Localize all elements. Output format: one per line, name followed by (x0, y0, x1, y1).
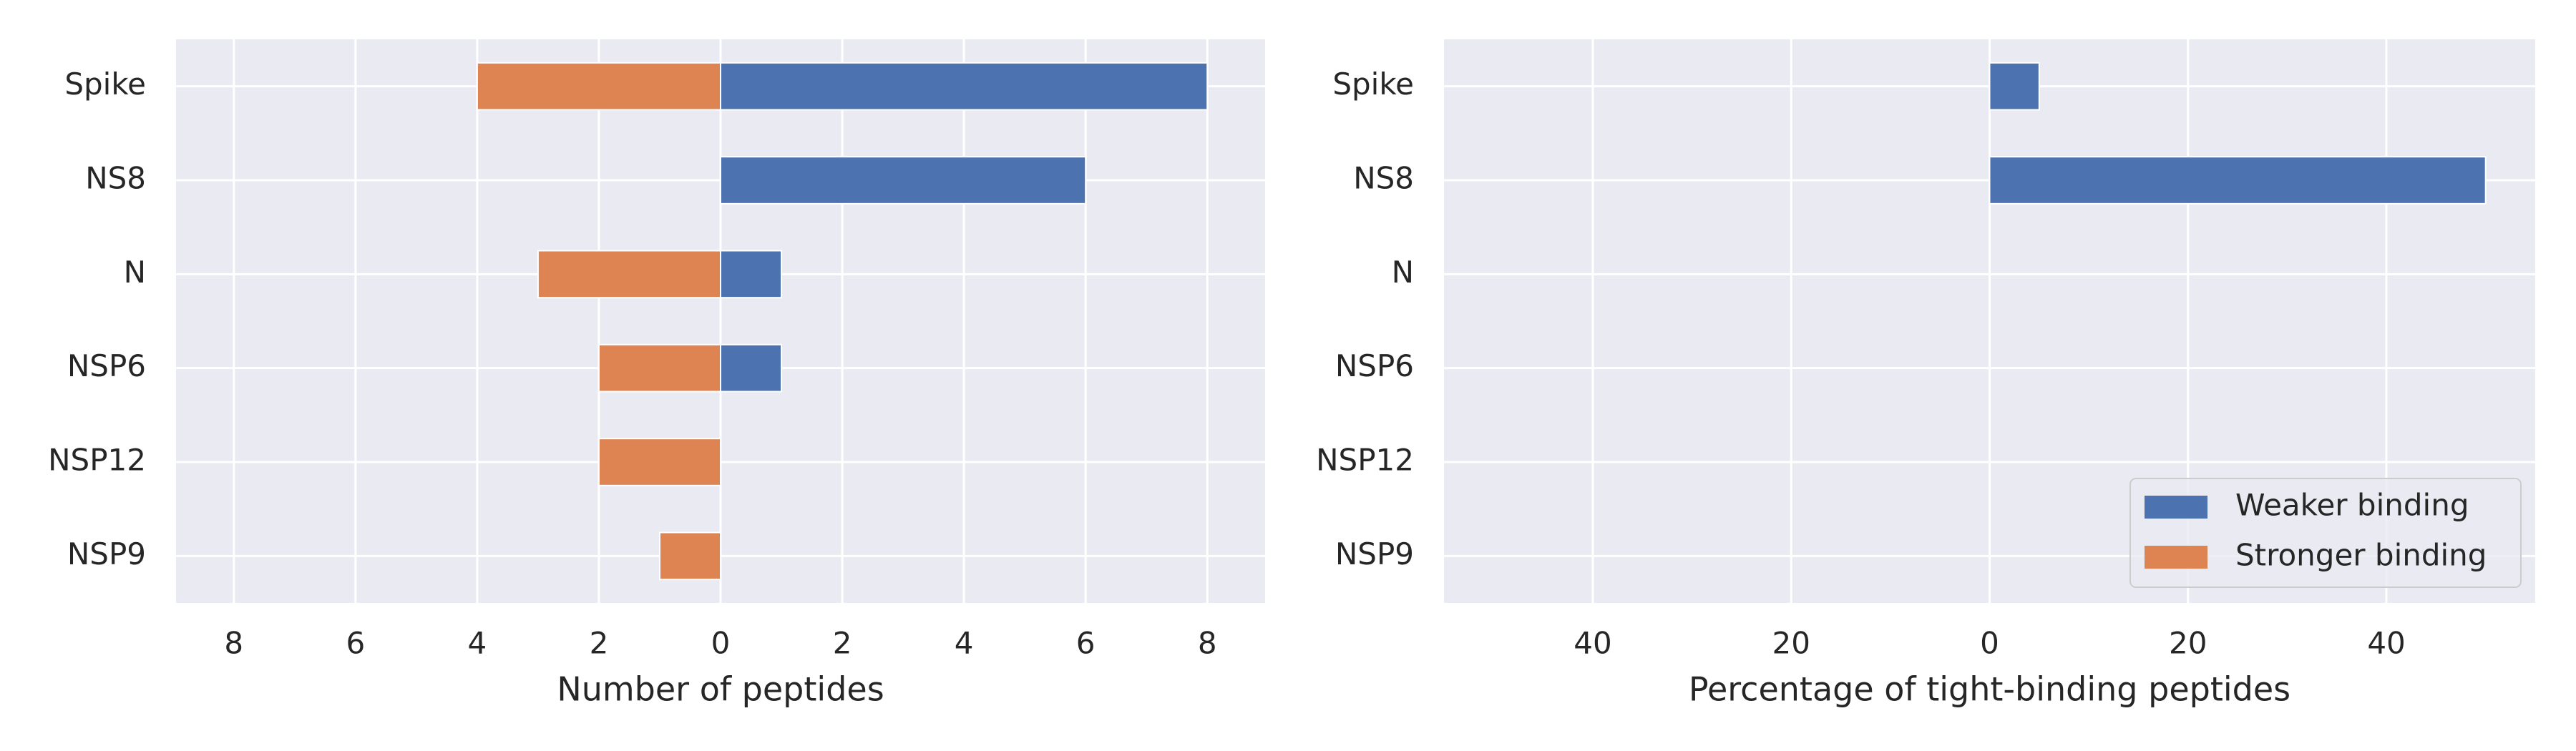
y-tick-label: N (124, 255, 146, 290)
x-axis-label: Number of peptides (557, 670, 884, 709)
x-tick-label: 40 (2367, 626, 2405, 661)
x-tick-label: 2 (590, 626, 609, 661)
legend-label: Weaker binding (2235, 488, 2469, 523)
bar (1989, 62, 2040, 111)
legend-label: Stronger binding (2235, 538, 2487, 573)
y-tick-label: NSP12 (1316, 443, 1414, 478)
x-tick-label: 20 (1772, 626, 1810, 661)
bar (597, 438, 722, 486)
legend-swatch (2145, 496, 2207, 519)
y-tick-label: NSP6 (67, 348, 146, 383)
x-tick-label: 0 (1980, 626, 1999, 661)
bar (1989, 156, 2487, 205)
y-tick-label: NSP12 (48, 443, 146, 478)
x-tick-label: 0 (711, 626, 731, 661)
y-tick-label: NSP9 (1335, 536, 1414, 571)
bar (720, 343, 783, 393)
y-tick-label: NS8 (85, 161, 146, 196)
y-tick-label: NSP6 (1335, 348, 1414, 383)
y-tick-label: NS8 (1353, 161, 1414, 196)
x-tick-label: 4 (955, 626, 974, 661)
bar (537, 250, 721, 299)
x-tick-label: 6 (346, 626, 365, 661)
x-tick-label: 20 (2169, 626, 2207, 661)
x-tick-label: 8 (224, 626, 243, 661)
x-tick-label: 4 (468, 626, 487, 661)
bar (597, 343, 722, 393)
legend-box (2129, 478, 2522, 588)
x-tick-label: 8 (1198, 626, 1217, 661)
x-axis-label: Percentage of tight-binding peptides (1689, 670, 2290, 709)
y-tick-label: Spike (64, 67, 146, 102)
bar (720, 62, 1209, 111)
y-tick-label: Spike (1332, 67, 1414, 102)
x-tick-label: 40 (1574, 626, 1611, 661)
bar (658, 531, 721, 581)
y-tick-label: N (1392, 255, 1414, 290)
legend-swatch (2145, 546, 2207, 569)
bar (720, 156, 1087, 205)
bar (476, 62, 721, 111)
bar (720, 250, 783, 299)
x-tick-label: 2 (833, 626, 852, 661)
x-tick-label: 6 (1076, 626, 1096, 661)
y-tick-label: NSP9 (67, 536, 146, 571)
